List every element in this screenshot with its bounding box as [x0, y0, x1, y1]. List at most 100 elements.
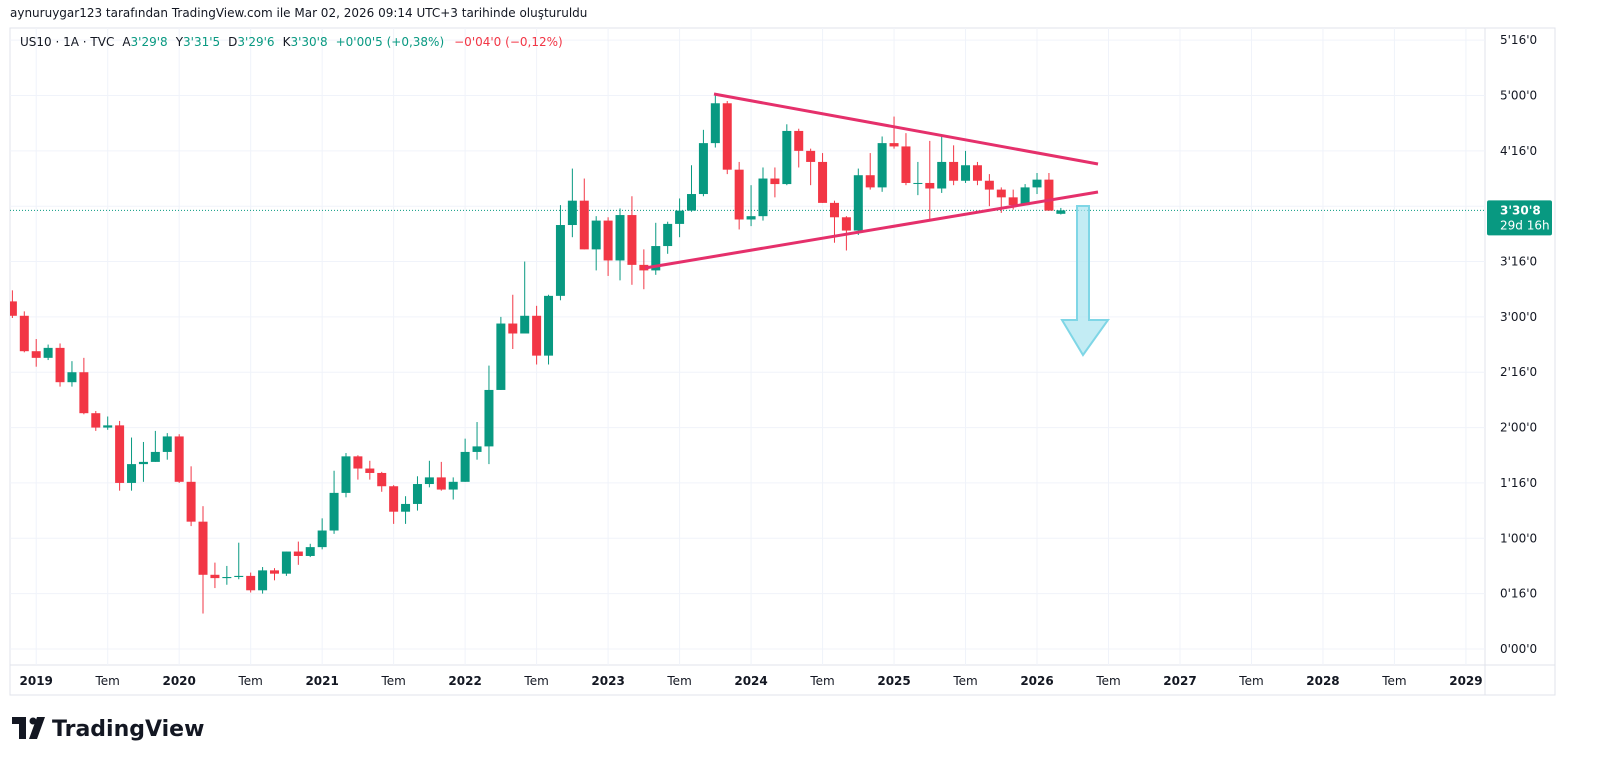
- candle-body: [984, 180, 994, 190]
- candle-body: [806, 150, 816, 162]
- candle-body: [901, 146, 911, 183]
- y-tick-label: 5'00'0: [1500, 89, 1537, 103]
- x-tick-label: 2021: [305, 674, 338, 688]
- x-tick-label: Tem: [523, 674, 548, 688]
- candle-body: [1008, 197, 1018, 206]
- candle-body: [162, 436, 172, 452]
- y-tick-label: 1'16'0: [1500, 476, 1537, 490]
- candle-body: [401, 503, 411, 512]
- candle-body: [353, 456, 363, 469]
- candle-body: [234, 575, 244, 578]
- x-tick-label: Tem: [380, 674, 405, 688]
- y-tick-label: 3'16'0: [1500, 255, 1537, 269]
- price-label: 3'30'8: [1500, 203, 1541, 217]
- candle-body: [615, 215, 625, 261]
- candle-body: [698, 143, 708, 195]
- brand: TradingView: [52, 717, 204, 742]
- candle-body: [31, 351, 41, 358]
- down-arrow: [1060, 205, 1110, 357]
- field-label: Y: [175, 35, 184, 49]
- candle-body: [758, 178, 768, 217]
- candle-body: [424, 477, 434, 485]
- brand-logo: TradingView: [12, 717, 204, 742]
- candle-body: [913, 182, 923, 184]
- candle-body: [508, 323, 518, 334]
- field-value: 3'29'6: [237, 35, 274, 49]
- field-label: A: [122, 35, 131, 49]
- y-tick-label: 3'00'0: [1500, 310, 1537, 324]
- candle-body: [734, 169, 744, 220]
- candle-body: [567, 200, 577, 226]
- candle-body: [818, 161, 828, 203]
- candle-body: [1032, 179, 1042, 188]
- field-value: 3'30'8: [290, 35, 327, 49]
- symbol: US10 · 1A · TVC: [20, 35, 114, 49]
- candle-body: [10, 301, 17, 316]
- x-tick-label: 2022: [448, 674, 481, 688]
- x-tick-label: 2026: [1020, 674, 1053, 688]
- candle-body: [829, 202, 839, 218]
- x-tick-label: 2029: [1449, 674, 1482, 688]
- candle-body: [972, 165, 982, 181]
- candle-body: [496, 323, 506, 390]
- upper-trendline: [713, 92, 1099, 166]
- candle-body: [365, 468, 375, 473]
- candle-body: [281, 551, 291, 574]
- candle-body: [127, 464, 137, 483]
- candle-body: [675, 210, 685, 224]
- candle-body: [1056, 210, 1066, 214]
- x-tick-label: 2023: [591, 674, 624, 688]
- field-value: 3'29'8: [131, 35, 168, 49]
- candle-body: [782, 130, 792, 185]
- candle-body: [341, 456, 351, 493]
- candle-body: [115, 425, 125, 483]
- price-label-box: [1487, 200, 1552, 236]
- y-tick-label: 0'16'0: [1500, 587, 1537, 601]
- candle-body: [544, 295, 554, 356]
- field-label: D: [228, 35, 237, 49]
- y-tick-label: 4'16'0: [1500, 144, 1537, 158]
- candle-body: [961, 165, 971, 181]
- candle-body: [472, 446, 482, 452]
- candle-body: [532, 315, 542, 356]
- candle-body: [377, 472, 387, 487]
- candle-body: [687, 194, 697, 211]
- candle-body: [210, 574, 220, 579]
- candle-body: [138, 461, 148, 465]
- candle-body: [448, 481, 458, 490]
- candle-body: [925, 182, 935, 189]
- candle-body: [651, 246, 661, 271]
- credit: aynuruygar123 tarafından TradingView.com…: [10, 6, 587, 20]
- candle-body: [43, 347, 53, 358]
- candle-body: [150, 451, 160, 462]
- candle-body: [710, 103, 720, 144]
- candle-body: [591, 220, 601, 250]
- candle-body: [937, 161, 947, 189]
- x-tick-label: Tem: [666, 674, 691, 688]
- x-tick-label: 2025: [877, 674, 910, 688]
- x-tick-label: 2024: [734, 674, 767, 688]
- logo-dot: [29, 717, 37, 725]
- y-tick-label: 0'00'0: [1500, 642, 1537, 656]
- x-tick-label: 2019: [20, 674, 53, 688]
- candle-body: [520, 315, 530, 334]
- x-tick-label: Tem: [95, 674, 120, 688]
- x-tick-label: Tem: [1238, 674, 1263, 688]
- y-tick-label: 2'16'0: [1500, 365, 1537, 379]
- candle-body: [67, 372, 77, 383]
- candle-body: [603, 220, 613, 261]
- candle-body: [722, 103, 732, 170]
- candle-body: [996, 189, 1006, 198]
- candle-body: [317, 530, 327, 548]
- x-tick-label: Tem: [809, 674, 834, 688]
- candle-body: [91, 413, 101, 428]
- candle-body: [555, 225, 565, 296]
- change: +0'00'5 (+0,38%): [336, 35, 445, 49]
- candle-body: [186, 481, 196, 522]
- candle-body: [174, 436, 184, 482]
- countdown: 29d 16h: [1500, 218, 1550, 232]
- candle-body: [460, 451, 470, 482]
- candle-body: [79, 372, 89, 414]
- candle-body: [865, 175, 875, 188]
